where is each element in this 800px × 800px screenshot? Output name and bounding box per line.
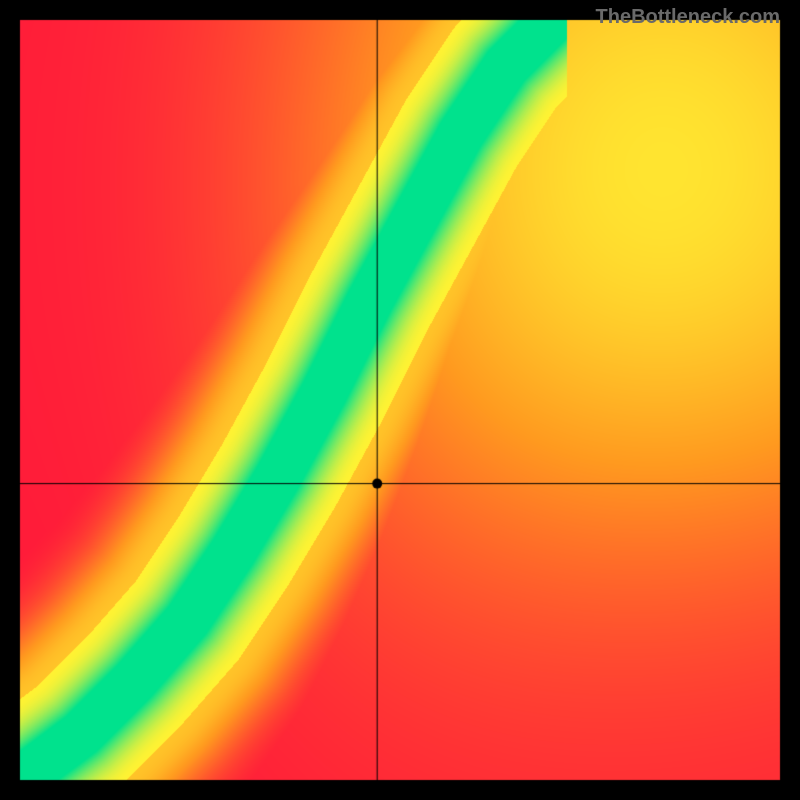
chart-container: TheBottleneck.com: [0, 0, 800, 800]
heatmap-canvas: [0, 0, 800, 800]
watermark-text: TheBottleneck.com: [596, 6, 780, 29]
